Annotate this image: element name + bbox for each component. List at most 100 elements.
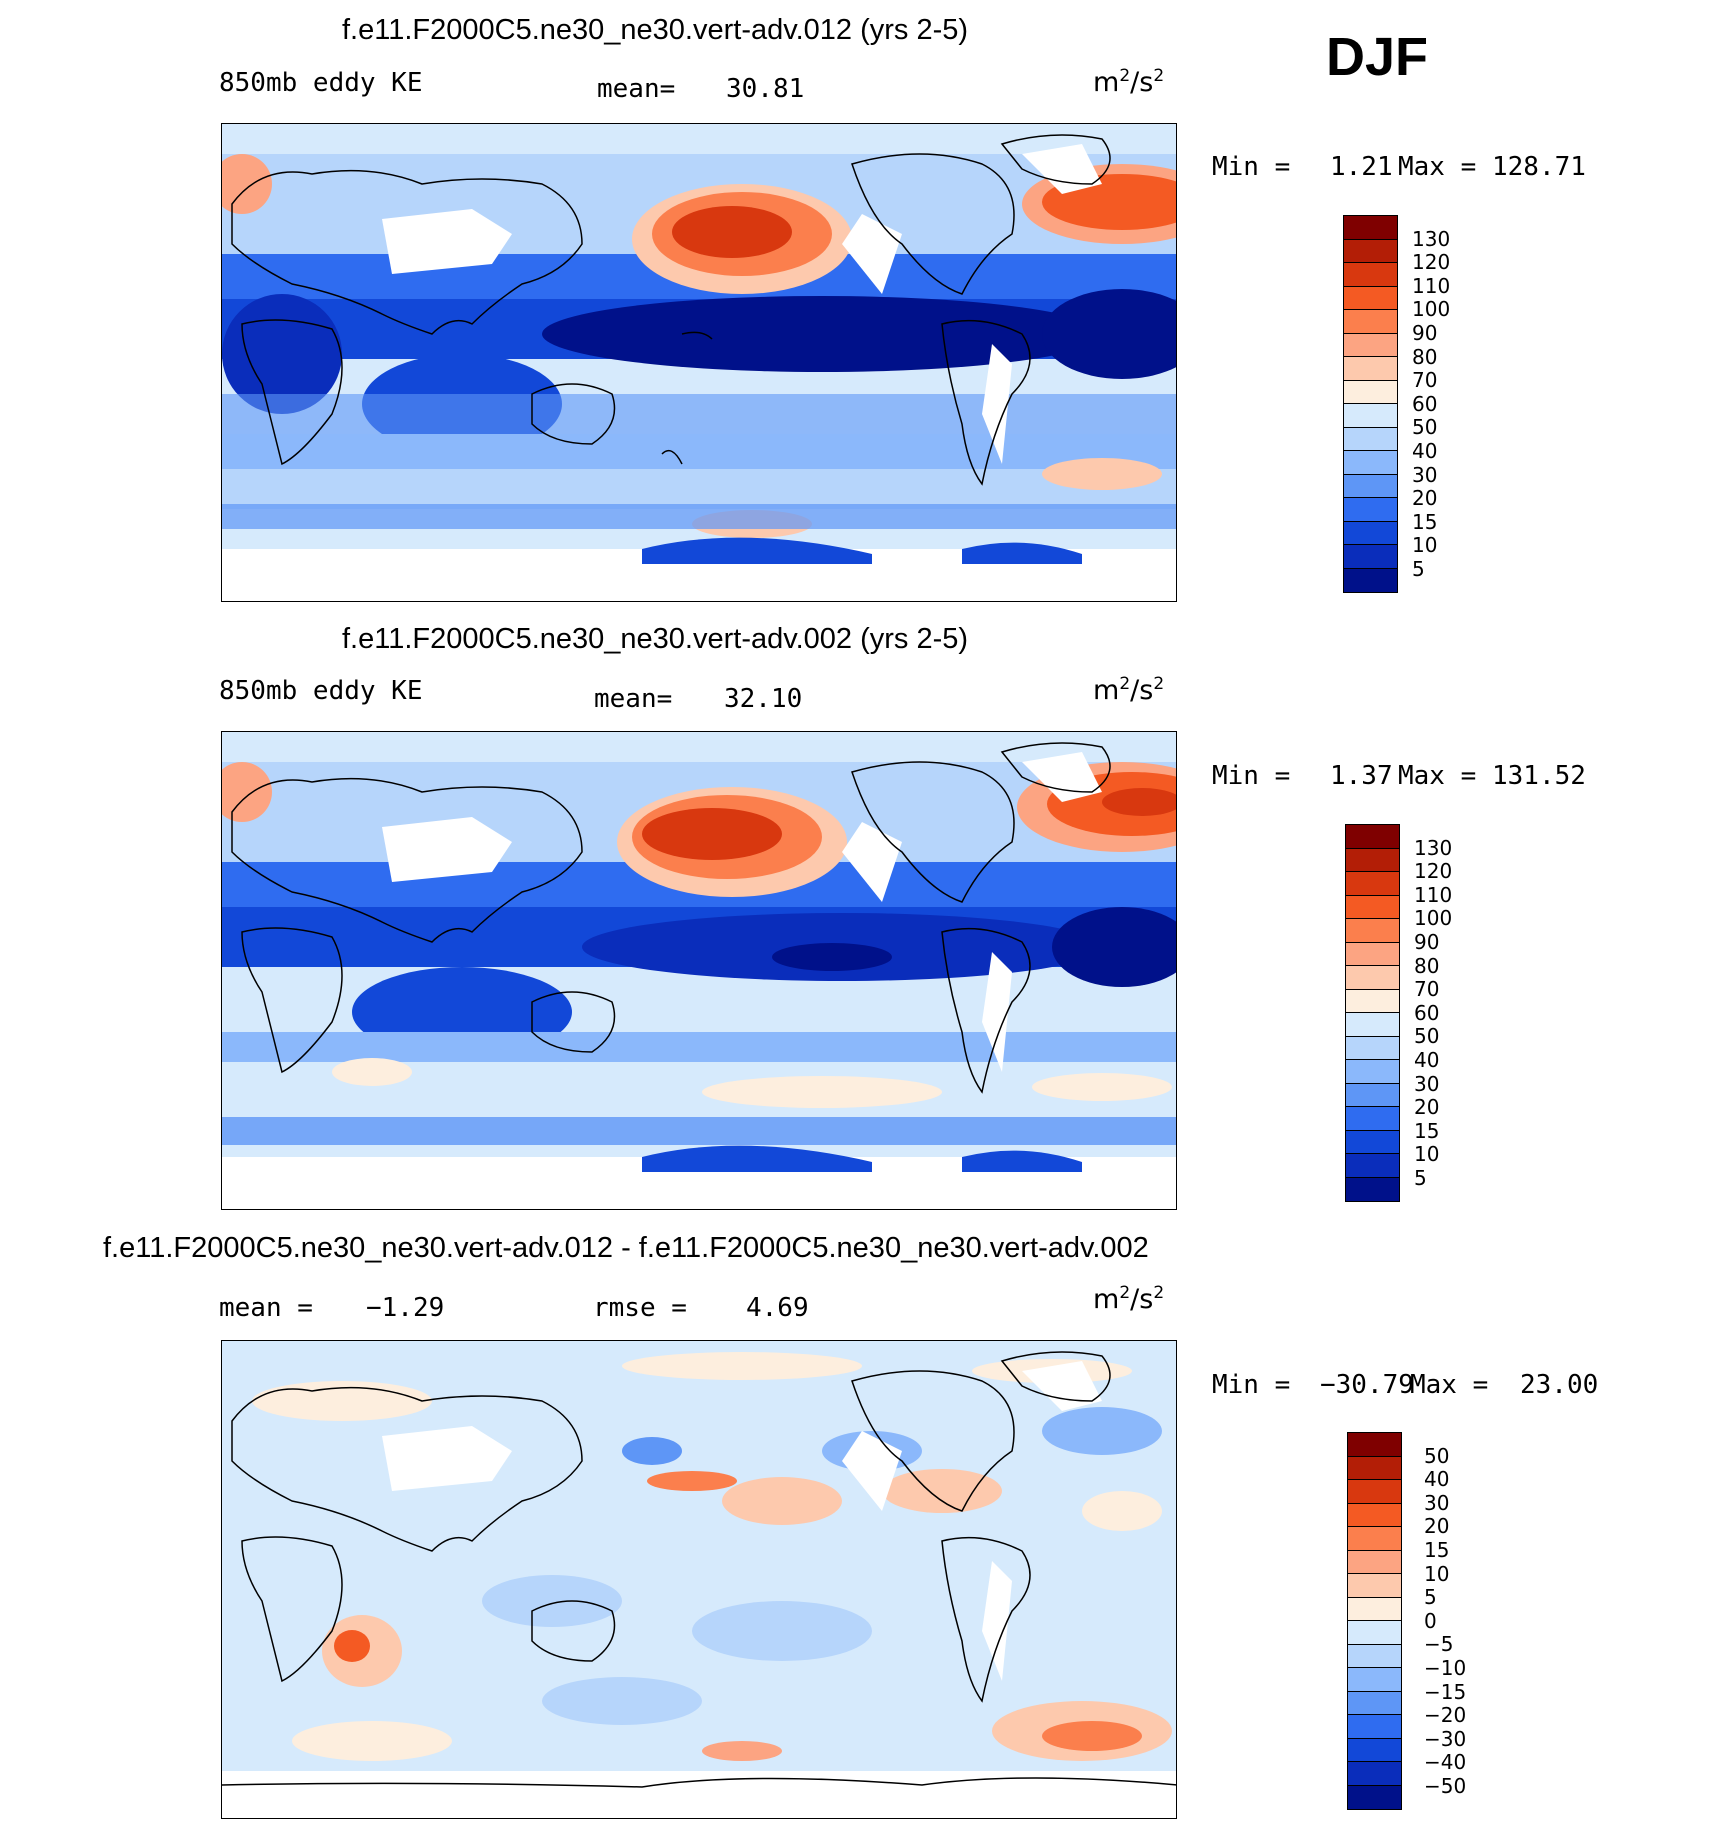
colorbar-tick-label: 90	[1414, 930, 1440, 954]
panel1-colorbar	[1343, 215, 1398, 593]
panel3-mean-label: mean =	[219, 1293, 313, 1323]
colorbar-swatch	[1348, 1644, 1401, 1668]
colorbar-tick-label: −30	[1424, 1726, 1467, 1751]
colorbar-swatch	[1344, 498, 1397, 522]
colorbar-tick-label: 130	[1414, 835, 1453, 860]
colorbar-swatch	[1348, 1738, 1401, 1762]
panel1-mean-label: mean=	[597, 74, 676, 104]
colorbar-swatch	[1348, 1691, 1401, 1715]
colorbar-swatch	[1346, 989, 1399, 1013]
colorbar-tick-label: −10	[1424, 1656, 1467, 1680]
colorbar-swatch	[1348, 1433, 1401, 1457]
colorbar-swatch	[1344, 310, 1397, 334]
panel1-mean-value: 30.81	[726, 74, 805, 104]
colorbar-swatch	[1344, 521, 1397, 545]
colorbar-swatch	[1344, 404, 1397, 428]
colorbar-swatch	[1348, 1785, 1401, 1809]
panel3-mean-value: −1.29	[366, 1293, 445, 1323]
colorbar-swatch	[1344, 286, 1397, 310]
colorbar-swatch	[1346, 825, 1399, 849]
colorbar-tick-label: 5	[1424, 1585, 1437, 1610]
colorbar-swatch	[1346, 942, 1399, 966]
colorbar-swatch	[1348, 1456, 1401, 1480]
colorbar-swatch	[1346, 1013, 1399, 1037]
panel2-min-value: 1.37	[1330, 761, 1393, 791]
colorbar-swatch	[1348, 1597, 1401, 1621]
colorbar-tick-label: −15	[1424, 1679, 1467, 1704]
panel1-units: m2/s2	[1093, 66, 1165, 98]
colorbar-tick-label: 10	[1412, 533, 1438, 558]
colorbar-tick-label: 50	[1412, 415, 1438, 440]
colorbar-tick-label: 100	[1412, 297, 1451, 322]
colorbar-swatch	[1346, 1060, 1399, 1084]
colorbar-swatch	[1348, 1621, 1401, 1645]
colorbar-swatch	[1344, 216, 1397, 240]
panel2-colorbar	[1345, 824, 1400, 1202]
colorbar-tick-label: 80	[1412, 344, 1438, 369]
season-label: DJF	[1326, 27, 1429, 87]
colorbar-swatch	[1346, 895, 1399, 919]
colorbar-tick-label: 40	[1414, 1048, 1440, 1072]
colorbar-tick-label: −50	[1424, 1774, 1467, 1798]
panel1-min-value: 1.21	[1330, 152, 1393, 182]
panel2-title: f.e11.F2000C5.ne30_ne30.vert-adv.002 (yr…	[342, 623, 969, 655]
colorbar-tick-label: 30	[1414, 1071, 1440, 1096]
colorbar-tick-label: 15	[1424, 1538, 1450, 1562]
colorbar-tick-label: 70	[1414, 977, 1440, 1002]
colorbar-tick-label: 60	[1412, 391, 1438, 416]
colorbar-tick-label: 70	[1412, 368, 1438, 393]
colorbar-swatch	[1348, 1527, 1401, 1551]
colorbar-tick-label: 90	[1412, 321, 1438, 345]
colorbar-swatch	[1346, 848, 1399, 872]
panel1-field-label: 850mb eddy KE	[219, 68, 423, 98]
colorbar-swatch	[1346, 1154, 1399, 1178]
panel2-mean-label: mean=	[594, 684, 673, 714]
panel3-min-label: Min =	[1212, 1370, 1291, 1400]
colorbar-swatch	[1344, 239, 1397, 263]
panel3-rmse-label: rmse =	[593, 1293, 687, 1323]
colorbar-tick-label: −40	[1424, 1750, 1467, 1775]
colorbar-swatch	[1348, 1503, 1401, 1527]
colorbar-swatch	[1346, 1083, 1399, 1107]
colorbar-swatch	[1344, 263, 1397, 287]
colorbar-tick-label: −5	[1424, 1632, 1454, 1657]
colorbar-swatch	[1346, 919, 1399, 943]
colorbar-tick-label: 110	[1412, 273, 1451, 298]
colorbar-swatch	[1348, 1668, 1401, 1692]
panel3-title: f.e11.F2000C5.ne30_ne30.vert-adv.012 - f…	[103, 1232, 1149, 1264]
panel3-min-value: −30.79	[1320, 1370, 1414, 1400]
colorbar-swatch	[1344, 333, 1397, 357]
colorbar-tick-label: 10	[1414, 1142, 1440, 1167]
colorbar-swatch	[1346, 1130, 1399, 1154]
panel1-min-label: Min =	[1212, 152, 1291, 182]
colorbar-tick-label: 100	[1414, 906, 1453, 931]
colorbar-tick-label: 80	[1414, 953, 1440, 978]
colorbar-tick-label: 30	[1412, 462, 1438, 487]
colorbar-swatch	[1344, 357, 1397, 381]
panel2-map	[221, 731, 1177, 1210]
colorbar-tick-label: 120	[1414, 859, 1453, 884]
colorbar-tick-label: 50	[1414, 1024, 1440, 1049]
colorbar-tick-label: 0	[1424, 1608, 1437, 1633]
panel2-mean-value: 32.10	[724, 684, 803, 714]
colorbar-swatch	[1344, 451, 1397, 475]
panel2-max-label: Max =	[1398, 761, 1477, 791]
colorbar-tick-label: 60	[1414, 1000, 1440, 1025]
colorbar-swatch	[1346, 1107, 1399, 1131]
colorbar-swatch	[1344, 427, 1397, 451]
colorbar-tick-label: 5	[1414, 1166, 1427, 1190]
colorbar-swatch	[1346, 1177, 1399, 1201]
panel3-max-value: 23.00	[1520, 1370, 1599, 1400]
colorbar-tick-label: 15	[1412, 509, 1438, 534]
colorbar-swatch	[1348, 1480, 1401, 1504]
colorbar-tick-label: 130	[1412, 226, 1451, 251]
colorbar-swatch	[1346, 1036, 1399, 1060]
colorbar-swatch	[1344, 474, 1397, 498]
panel3-units: m2/s2	[1093, 1283, 1165, 1315]
colorbar-tick-label: 30	[1424, 1490, 1450, 1515]
colorbar-tick-label: 10	[1424, 1561, 1450, 1586]
panel1-max-value: 128.71	[1492, 152, 1586, 182]
panel2-max-value: 131.52	[1492, 761, 1586, 791]
colorbar-swatch	[1348, 1762, 1401, 1786]
colorbar-swatch	[1346, 872, 1399, 896]
